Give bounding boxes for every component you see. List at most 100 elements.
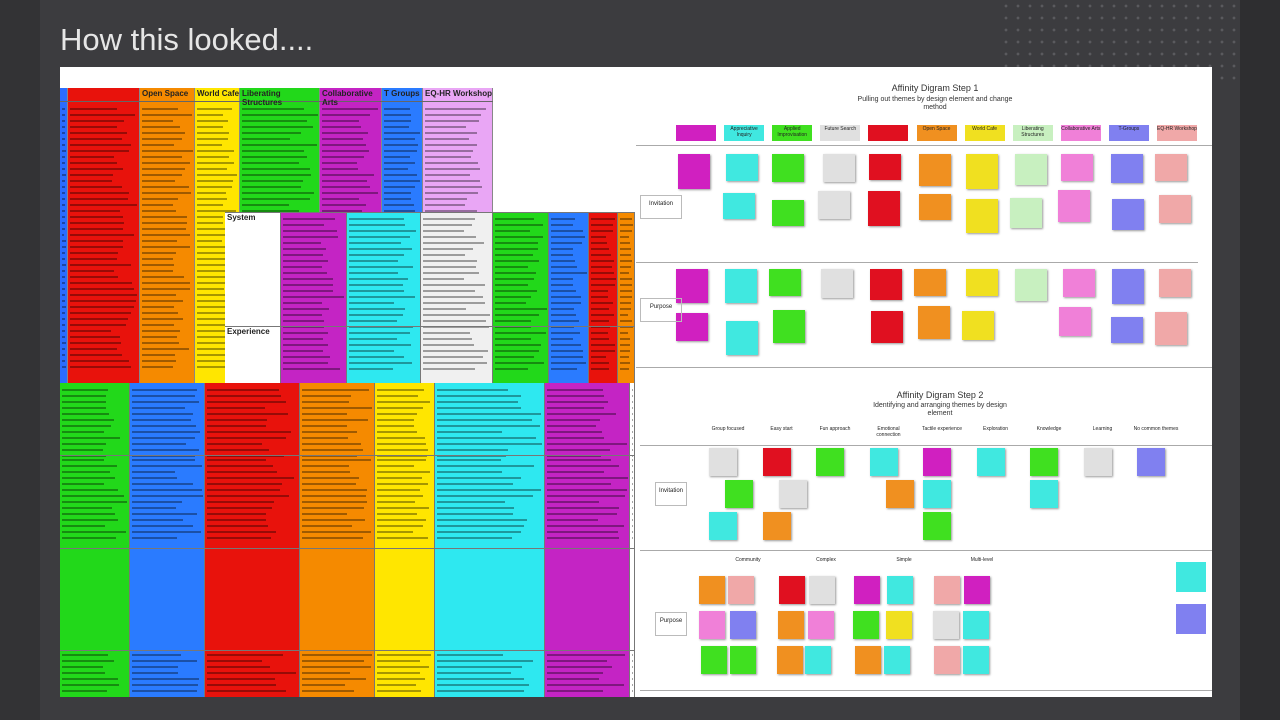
text-line: [349, 260, 399, 262]
theme-header: Knowledge: [1036, 426, 1062, 432]
column-header: [916, 125, 957, 141]
text-line: [197, 282, 229, 284]
text-line: [437, 666, 522, 668]
text-line: [423, 260, 478, 262]
sticky-note: [773, 309, 805, 344]
text-line: [142, 168, 185, 170]
text-line: [242, 114, 318, 116]
sticky-note: [805, 646, 832, 674]
text-line: [142, 318, 183, 320]
text-line: [349, 284, 404, 286]
text-line: [62, 407, 107, 409]
text-line: [197, 186, 233, 188]
text-line: [62, 216, 66, 218]
text-line: [132, 489, 203, 491]
text-line: [620, 284, 632, 286]
text-line: [551, 230, 584, 232]
text-line: [632, 495, 633, 497]
sticky-note: [1159, 194, 1192, 224]
text-line: [132, 666, 179, 668]
text-line: [591, 332, 609, 334]
text-line: [197, 150, 234, 152]
sticky-note: [1059, 306, 1092, 336]
text-line: [62, 531, 126, 533]
text-line: [62, 354, 65, 356]
text-line: [62, 443, 107, 445]
text-line: [384, 198, 412, 200]
text-line: [62, 120, 65, 122]
text-line: [495, 362, 544, 364]
text-line: [377, 501, 415, 503]
text-line: [377, 660, 420, 662]
text-line: [632, 666, 633, 668]
text-line: [302, 443, 362, 445]
text-line: [142, 300, 183, 302]
text-line: [349, 308, 405, 310]
text-line: [620, 338, 631, 340]
column-label: Applied Improvisation: [777, 126, 808, 138]
text-line: [349, 362, 413, 364]
text-line: [207, 471, 278, 473]
text-line: [302, 531, 372, 533]
text-line: [142, 222, 187, 224]
text-line: [322, 156, 365, 158]
text-line: [142, 126, 180, 128]
sheet-header-row: [60, 88, 493, 102]
text-line: [207, 690, 286, 692]
text-line: [437, 465, 535, 467]
sticky-note: [871, 310, 904, 343]
text-line: [197, 174, 237, 176]
sheet-column: [60, 88, 68, 383]
text-line: [377, 537, 429, 539]
text-line: [551, 296, 581, 298]
text-line: [495, 266, 529, 268]
text-line: [197, 168, 228, 170]
text-line: [62, 654, 109, 656]
text-line: [283, 224, 324, 226]
theme-header: Complex: [816, 557, 836, 563]
text-line: [70, 204, 137, 206]
text-line: [632, 425, 633, 427]
text-line: [132, 425, 196, 427]
text-line: [62, 336, 65, 338]
text-line: [377, 401, 430, 403]
text-line: [132, 419, 191, 421]
text-line: [547, 425, 597, 427]
sheet-divider: [60, 455, 635, 456]
column-header: [1108, 125, 1149, 141]
text-line: [551, 350, 583, 352]
text-line: [283, 338, 323, 340]
text-line: [207, 654, 284, 656]
text-line: [70, 360, 130, 362]
text-line: [423, 308, 467, 310]
text-line: [551, 308, 575, 310]
text-line: [632, 465, 633, 467]
text-line: [437, 513, 513, 515]
text-line: [349, 230, 416, 232]
text-line: [207, 465, 273, 467]
text-line: [70, 114, 135, 116]
text-line: [62, 126, 65, 128]
sticky-note: [918, 154, 951, 186]
text-line: [197, 162, 234, 164]
text-line: [437, 678, 524, 680]
text-line: [62, 395, 106, 397]
text-line: [437, 425, 541, 427]
text-line: [632, 395, 633, 397]
text-line: [62, 312, 66, 314]
text-line: [302, 437, 348, 439]
text-line: [547, 489, 628, 491]
text-line: [495, 308, 547, 310]
text-line: [142, 156, 182, 158]
text-line: [62, 210, 65, 212]
text-line: [142, 258, 174, 260]
text-line: [283, 236, 338, 238]
text-line: [197, 192, 226, 194]
text-line: [283, 350, 323, 352]
text-line: [242, 138, 290, 140]
sticky-note: [976, 448, 1005, 476]
column-header: [724, 125, 765, 141]
text-line: [62, 228, 65, 230]
text-line: [349, 320, 398, 322]
